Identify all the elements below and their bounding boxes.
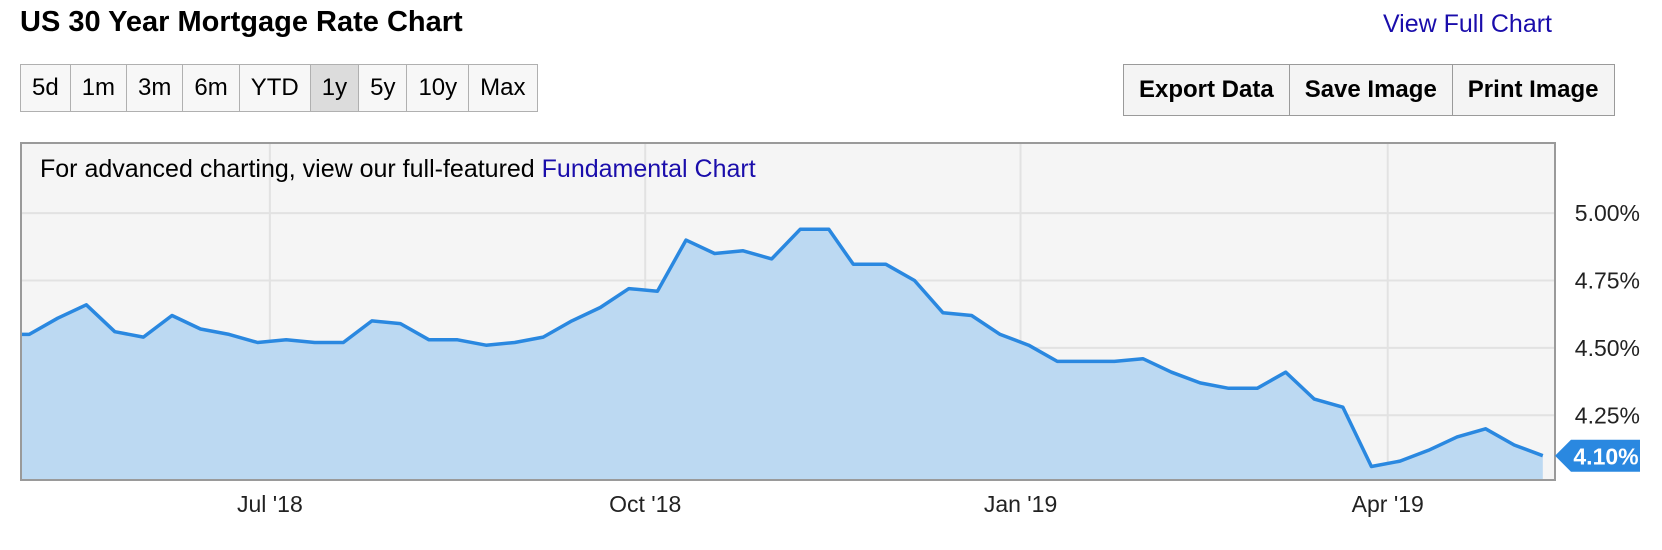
y-tick-label-0: 5.00% [1575,200,1640,226]
x-tick-label-3: Apr '19 [1352,491,1424,517]
y-tick-label-3: 4.25% [1575,402,1640,428]
y-tick-label-1: 4.75% [1575,267,1640,293]
view-full-chart-link[interactable]: View Full Chart [1382,10,1552,38]
print-image-button[interactable]: Print Image [1452,65,1614,115]
promo-text: For advanced charting, view our full-fea… [40,155,756,184]
y-tick-label-2: 4.50% [1575,335,1640,361]
range-button-5y[interactable]: 5y [359,65,408,111]
x-tick-label-2: Jan '19 [984,491,1057,517]
chart-actions: Export Data Save Image Print Image [1123,64,1615,116]
x-tick-label-1: Oct '18 [609,491,681,517]
series-line [21,227,1544,469]
range-button-1y[interactable]: 1y [310,65,360,111]
x-tick-label-0: Jul '18 [237,491,303,517]
last-value-label: 4.10% [1573,444,1638,470]
save-image-button[interactable]: Save Image [1289,65,1453,115]
range-button-5d[interactable]: 5d [21,65,71,111]
fundamental-chart-link[interactable]: Fundamental Chart [541,155,756,183]
range-button-3m[interactable]: 3m [127,65,184,111]
page-title: US 30 Year Mortgage Rate Chart [20,6,463,38]
range-button-max[interactable]: Max [469,65,537,111]
range-button-ytd[interactable]: YTD [239,65,311,111]
series-area [21,229,1543,480]
promo-message: For advanced charting, view our full-fea… [40,155,542,183]
range-button-6m[interactable]: 6m [183,65,240,111]
plot-frame [20,142,1556,481]
time-range-selector: 5d 1m 3m 6m YTD 1y 5y 10y Max [20,64,538,112]
range-button-10y[interactable]: 10y [407,65,470,111]
last-value-badge [1555,439,1640,472]
export-data-button[interactable]: Export Data [1124,65,1290,115]
range-button-1m[interactable]: 1m [70,65,128,111]
